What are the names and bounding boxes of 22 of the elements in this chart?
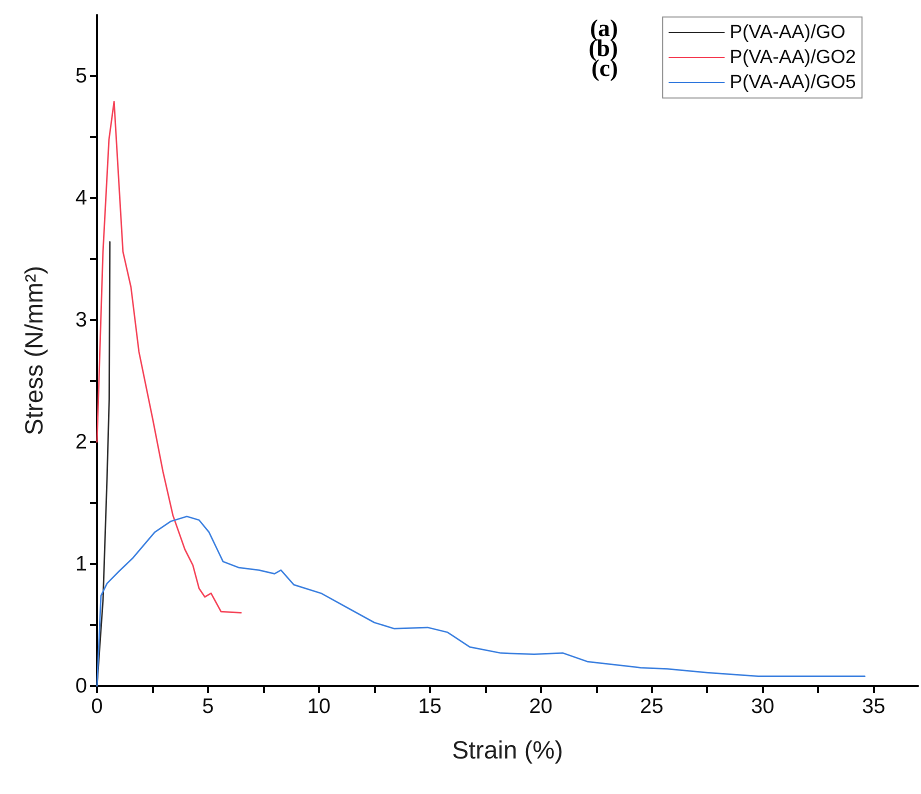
x-tick-label: 20 [529, 695, 552, 718]
y-tick-label: 0 [75, 674, 87, 698]
legend-label: P(VA-AA)/GO5 [730, 72, 856, 93]
y-tick-label: 3 [75, 308, 87, 332]
x-tick-label: 35 [862, 695, 886, 718]
x-tick-label: 25 [640, 695, 664, 718]
x-tick-label: 15 [418, 695, 442, 718]
y-tick-label: 1 [75, 552, 87, 576]
y-tick-label: 2 [75, 430, 87, 454]
legend-label: P(VA-AA)/GO [730, 22, 846, 43]
y-tick-label: 4 [75, 186, 88, 210]
line-series [96, 100, 242, 614]
line-series [96, 516, 866, 687]
x-tick-label: 0 [91, 695, 103, 718]
legend-label: P(VA-AA)/GO2 [730, 47, 856, 68]
y-axis-title: Stress (N/mm²) [20, 266, 48, 436]
x-axis-title: Strain (%) [452, 736, 564, 764]
annotation: (a) [590, 16, 618, 42]
x-tick-label: 5 [202, 695, 214, 718]
y-tick-label: 5 [75, 64, 87, 88]
x-tick-label: 10 [307, 695, 331, 718]
x-tick-label: 30 [750, 695, 774, 718]
